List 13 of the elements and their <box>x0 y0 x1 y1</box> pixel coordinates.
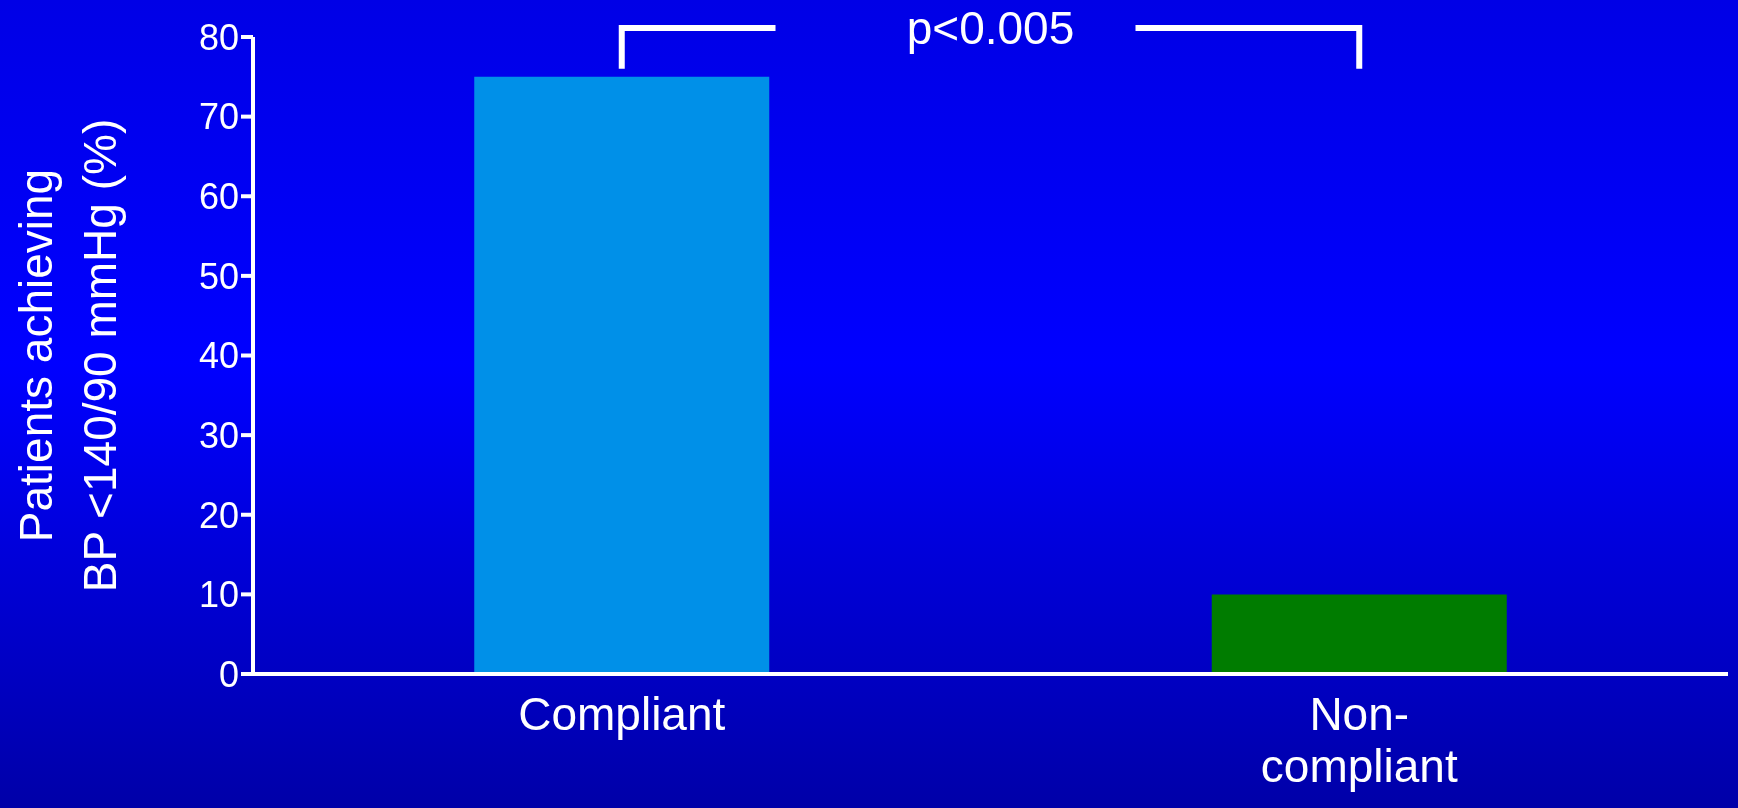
y-tick-label: 70 <box>198 96 239 138</box>
y-tick-label: 40 <box>198 335 239 377</box>
y-tick-label: 60 <box>198 176 239 218</box>
y-axis-title: Patients achieving BP <140/90 mmHg (%) <box>10 118 126 593</box>
y-tick-label: 80 <box>198 16 239 58</box>
y-tick-label: 30 <box>198 414 239 456</box>
annotation: p<0.005 <box>906 2 1075 54</box>
y-tick-label: 20 <box>198 494 239 536</box>
x-tick-label: Non-compliant <box>1260 688 1458 792</box>
x-tick-label: Compliant <box>518 688 726 740</box>
y-tick-label: 50 <box>198 255 239 297</box>
y-tick-label: 10 <box>198 574 239 616</box>
y-tick-label: 0 <box>218 653 239 695</box>
